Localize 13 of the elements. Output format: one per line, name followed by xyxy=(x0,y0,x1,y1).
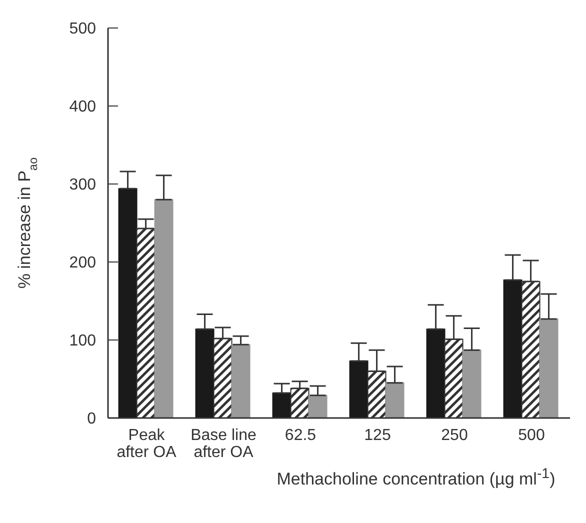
x-tick-label: Base line after OA xyxy=(190,427,257,461)
y-tick-label: 0 xyxy=(87,410,96,428)
y-tick-label: 500 xyxy=(69,20,96,38)
x-tick-label: 62.5 xyxy=(284,427,316,444)
y-tick-label: 400 xyxy=(69,98,96,116)
y-tick-label: 200 xyxy=(69,254,96,272)
x-axis-title: Methacholine concentration (µg ml$^{-1}$) xyxy=(276,465,556,490)
y-tick-label: 100 xyxy=(69,332,96,350)
x-tick-label: Peak after OA xyxy=(116,427,177,461)
x-tick-label: 125 xyxy=(364,427,391,444)
y-tick-label: 300 xyxy=(69,176,96,194)
x-tick-label: 500 xyxy=(518,427,545,444)
x-tick-label: 250 xyxy=(441,427,468,444)
